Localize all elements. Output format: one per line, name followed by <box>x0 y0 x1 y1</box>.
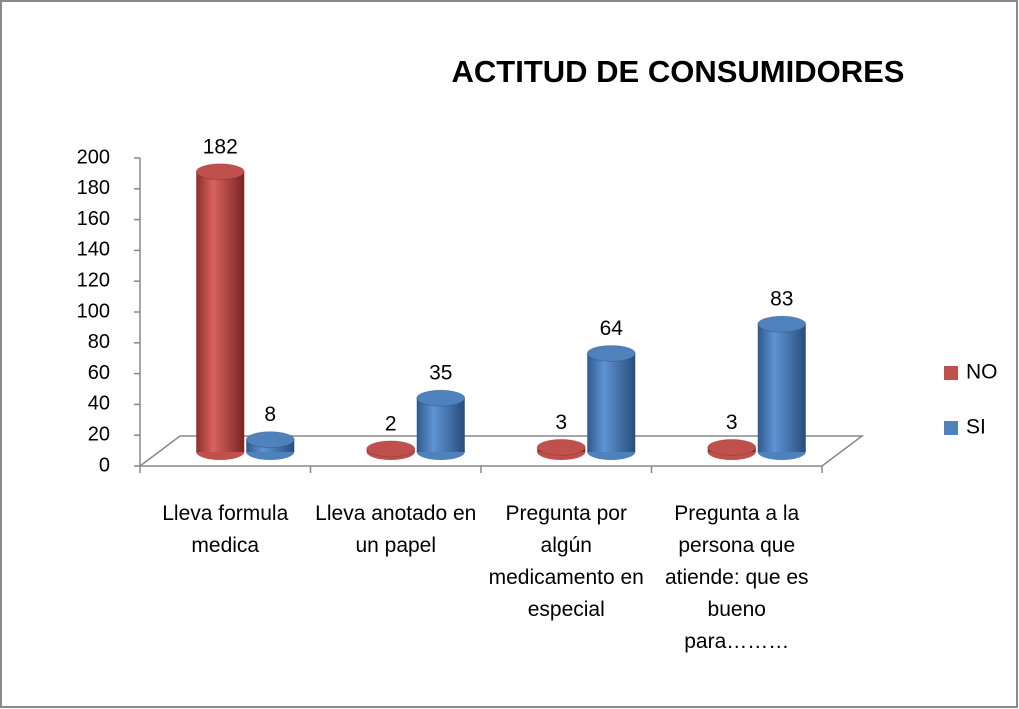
data-label: 64 <box>600 317 624 340</box>
data-label: 2 <box>385 412 397 435</box>
bar-top <box>245 431 295 449</box>
x-tick-label: Lleva formula medica <box>162 502 289 557</box>
y-tick-label: 200 <box>77 146 110 168</box>
bar-top <box>536 438 586 456</box>
bar <box>196 171 245 452</box>
data-label: 83 <box>770 288 793 311</box>
y-tick-label: 120 <box>77 269 110 291</box>
legend-label: SI <box>966 416 986 439</box>
bar-top <box>707 438 757 456</box>
y-tick-label: 20 <box>88 423 110 445</box>
x-tick-label: Pregunta por algún medicamento en especi… <box>488 502 644 621</box>
data-label: 3 <box>726 411 738 434</box>
y-tick-label: 160 <box>77 208 110 230</box>
legend-swatch <box>944 421 958 435</box>
data-label: 35 <box>429 362 452 385</box>
y-tick-label: 180 <box>77 177 110 199</box>
bar-top <box>195 163 245 181</box>
data-label: 182 <box>203 135 238 158</box>
y-tick-label: 40 <box>88 393 110 415</box>
data-label: 8 <box>264 403 276 426</box>
bar-top <box>586 344 636 362</box>
floor <box>137 435 865 467</box>
x-tick-label: Lleva anotado en un papel <box>315 502 477 557</box>
bar <box>587 353 636 452</box>
y-tick-label: 0 <box>99 454 110 476</box>
bar-top <box>366 440 416 458</box>
bar <box>757 324 806 452</box>
legend-label: NO <box>966 361 998 384</box>
x-tick-label: Pregunta a la persona que atiende: que e… <box>664 502 809 653</box>
chart-title: ACTITUD DE CONSUMIDORES <box>452 54 905 89</box>
y-tick-label: 80 <box>88 331 110 353</box>
legend-swatch <box>944 366 958 380</box>
bar <box>416 398 465 452</box>
y-tick-label: 140 <box>77 239 110 261</box>
data-label: 3 <box>555 411 567 434</box>
bar-top <box>416 389 466 407</box>
bar-top <box>757 315 807 333</box>
y-tick-label: 100 <box>77 300 110 322</box>
y-tick-label: 60 <box>88 362 110 384</box>
